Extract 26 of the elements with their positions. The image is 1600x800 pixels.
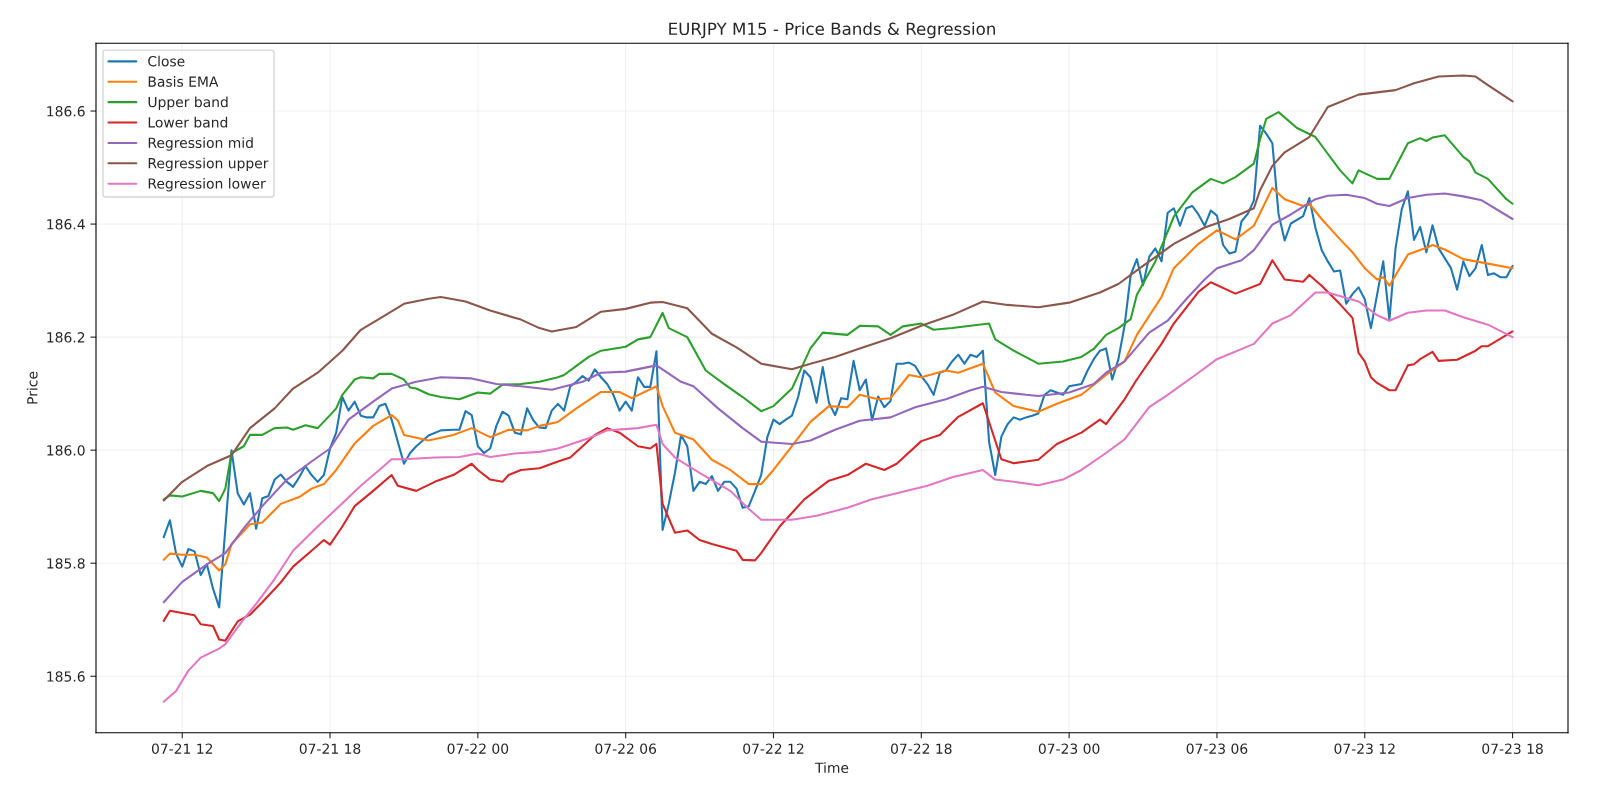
y-tick-label: 186.4: [47, 219, 85, 230]
x-tick-label: 07-23 12: [1334, 743, 1395, 754]
x-tick-label: 07-22 00: [447, 743, 509, 754]
x-tick-label: 07-23 18: [1482, 743, 1543, 754]
legend-label: Upper band: [148, 96, 228, 110]
legend-label: Regression upper: [148, 157, 269, 172]
y-tick-label: 186.2: [47, 332, 85, 343]
y-axis-title: Price: [26, 371, 38, 404]
x-tick-label: 07-23 00: [1038, 743, 1100, 754]
x-tick-label: 07-21 18: [299, 743, 361, 754]
legend-label: Lower band: [148, 116, 228, 128]
y-tick-label: 186.6: [47, 106, 85, 117]
legend-label: Basis EMA: [148, 76, 219, 87]
x-tick-label: 07-22 18: [891, 743, 952, 754]
x-tick-label: 07-21 12: [151, 743, 213, 754]
y-tick-label: 185.6: [47, 671, 85, 682]
x-tick-label: 07-23 06: [1186, 743, 1248, 754]
y-tick-label: 185.8: [47, 558, 85, 569]
x-tick-label: 07-22 12: [743, 743, 804, 754]
legend-label: Close: [148, 55, 185, 67]
x-axis-title: Time: [814, 762, 849, 773]
legend-label: Regression lower: [148, 178, 266, 192]
legend-label: Regression mid: [148, 137, 253, 151]
x-tick-label: 07-22 06: [595, 743, 657, 754]
chart-title: EURJPY M15 - Price Bands & Regression: [669, 22, 995, 39]
y-tick-label: 186.0: [47, 445, 85, 456]
